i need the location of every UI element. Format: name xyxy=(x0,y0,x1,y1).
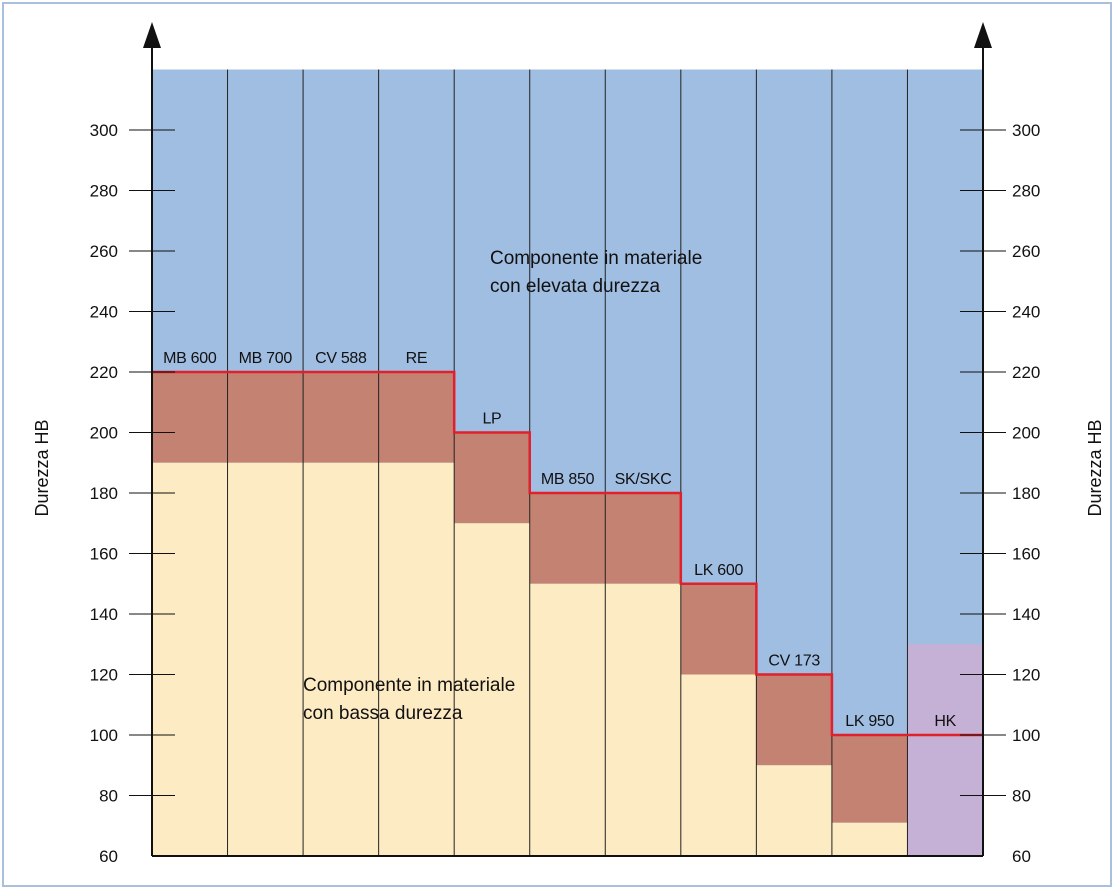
low-region-8 xyxy=(756,765,832,856)
band-6 xyxy=(605,493,681,584)
category-label-5: MB 850 xyxy=(541,471,595,488)
tick-label-right-60: 60 xyxy=(1012,847,1031,866)
tick-label-left-260: 260 xyxy=(90,242,118,261)
tick-label-right-120: 120 xyxy=(1012,666,1040,685)
tick-label-left-220: 220 xyxy=(90,363,118,382)
low-region-0 xyxy=(152,462,228,856)
annotation-upper-line1: Componente in materiale xyxy=(490,248,702,269)
low-region-7 xyxy=(680,674,757,856)
category-label-1: MB 700 xyxy=(239,350,293,367)
category-label-6: SK/SKC xyxy=(615,471,672,488)
tick-label-left-180: 180 xyxy=(90,484,118,503)
tick-label-right-300: 300 xyxy=(1012,121,1040,140)
low-region-9 xyxy=(831,822,908,856)
low-region-4 xyxy=(454,523,530,856)
low-region-2 xyxy=(303,462,379,856)
tick-label-left-200: 200 xyxy=(90,424,118,443)
low-region-3 xyxy=(378,462,455,856)
tick-label-right-280: 280 xyxy=(1012,182,1040,201)
tick-label-right-200: 200 xyxy=(1012,424,1040,443)
band-4 xyxy=(454,432,530,524)
low-region-6 xyxy=(605,583,681,856)
upper-limit-line xyxy=(152,370,983,737)
band-7 xyxy=(680,583,757,675)
category-label-9: LK 950 xyxy=(845,713,894,730)
band-2 xyxy=(303,372,379,463)
annotation-lower-line1: Componente in materiale xyxy=(303,675,515,696)
tick-label-left-100: 100 xyxy=(90,726,118,745)
band-9 xyxy=(831,735,908,823)
category-label-7: LK 600 xyxy=(694,562,743,579)
tick-label-left-120: 120 xyxy=(90,666,118,685)
left-axis-arrow xyxy=(143,22,161,48)
tick-label-right-180: 180 xyxy=(1012,484,1040,503)
band-1 xyxy=(227,372,304,463)
tick-label-left-160: 160 xyxy=(90,545,118,564)
tick-label-left-300: 300 xyxy=(90,121,118,140)
tick-label-right-260: 260 xyxy=(1012,242,1040,261)
tick-label-left-140: 140 xyxy=(90,605,118,624)
category-label-8: CV 173 xyxy=(768,653,820,670)
tick-label-left-80: 80 xyxy=(99,787,118,806)
band-10 xyxy=(907,644,983,856)
y-axis-label-left: Durezza HB xyxy=(32,419,52,516)
y-axis-label-right: Durezza HB xyxy=(1085,419,1105,516)
category-label-4: LP xyxy=(482,411,501,428)
tick-label-right-100: 100 xyxy=(1012,726,1040,745)
tick-label-left-240: 240 xyxy=(90,303,118,322)
category-label-0: MB 600 xyxy=(163,350,217,367)
tick-label-right-240: 240 xyxy=(1012,303,1040,322)
band-5 xyxy=(529,493,606,584)
category-label-3: RE xyxy=(406,350,428,367)
annotation-lower-line2: con bassa durezza xyxy=(303,703,463,724)
low-region-1 xyxy=(227,462,304,856)
right-axis-arrow xyxy=(974,22,992,48)
category-label-10: HK xyxy=(934,713,956,730)
tick-label-right-160: 160 xyxy=(1012,545,1040,564)
tick-label-left-60: 60 xyxy=(99,847,118,866)
tick-label-right-220: 220 xyxy=(1012,363,1040,382)
low-region-5 xyxy=(529,583,606,856)
category-label-2: CV 588 xyxy=(315,350,367,367)
tick-label-left-280: 280 xyxy=(90,182,118,201)
band-3 xyxy=(378,372,455,463)
band-8 xyxy=(756,674,832,766)
tick-label-right-80: 80 xyxy=(1012,787,1031,806)
annotation-upper-line2: con elevata durezza xyxy=(490,276,660,297)
tick-label-right-140: 140 xyxy=(1012,605,1040,624)
band-0 xyxy=(152,372,228,463)
